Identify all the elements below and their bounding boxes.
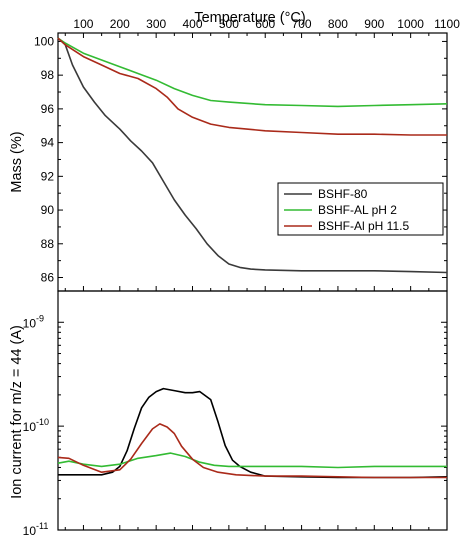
y-tick-label-mass: 96 <box>41 102 55 116</box>
mass-series-line-2 <box>57 37 447 136</box>
top-panel-ticks: 100 200 300 400 500 600 700 800 900 1000 1100 86 88 9… <box>34 17 460 530</box>
ion-current-series-line-1 <box>57 452 447 469</box>
x-tick-label: 100 <box>73 17 93 31</box>
y-tick-exponent: -11 <box>36 521 48 531</box>
x-tick-label: 700 <box>292 17 312 31</box>
y-tick-label-ion: 10 <box>23 524 37 538</box>
x-tick-label: 200 <box>110 17 130 31</box>
y-tick-label-mass: 100 <box>34 34 54 48</box>
y-tick-label-mass: 98 <box>41 68 55 82</box>
bottom-panel-series <box>57 387 448 479</box>
mass-series-line-1 <box>57 37 448 108</box>
x-tick-label: 400 <box>182 17 202 31</box>
x-tick-label: 600 <box>255 17 275 31</box>
y-tick-exponent: -10 <box>36 417 49 427</box>
legend-label-bshf-80: BSHF-80 <box>318 187 368 201</box>
top-panel-series <box>57 37 448 274</box>
x-tick-label: 300 <box>146 17 166 31</box>
x-tick-label: 900 <box>364 17 384 31</box>
top-y-axis-title: Mass (%) <box>9 131 25 192</box>
y-tick-label-mass: 88 <box>41 237 55 251</box>
legend-label-bshf-al-ph2: BSHF-AL pH 2 <box>318 203 397 217</box>
bottom-panel-frame <box>57 290 448 531</box>
y-tick-label-mass: 86 <box>41 271 55 285</box>
ion-current-series-line-2 <box>57 423 447 479</box>
legend-label-bshf-al-ph11-5: BSHF-Al pH 11.5 <box>318 219 409 233</box>
bottom-y-axis-title: Ion current for m/z = 44 (A) <box>9 325 25 499</box>
y-tick-label-mass: 92 <box>41 169 55 183</box>
y-tick-label-mass: 94 <box>41 136 55 150</box>
legend: BSHF-80 BSHF-AL pH 2 BSHF-Al pH 11.5 <box>277 182 444 236</box>
x-tick-label: 1000 <box>397 17 424 31</box>
y-tick-label-mass: 90 <box>41 203 55 217</box>
y-tick-exponent: -9 <box>36 313 44 323</box>
x-tick-label: 800 <box>328 17 348 31</box>
mass-series-line-0 <box>57 37 448 274</box>
y-tick-label-ion: 10 <box>23 316 37 330</box>
x-axis-title: Temperature (°C) <box>194 10 305 26</box>
x-tick-label: 1100 <box>434 17 460 31</box>
y-tick-label-ion: 10 <box>23 420 37 434</box>
x-tick-label: 500 <box>219 17 239 31</box>
